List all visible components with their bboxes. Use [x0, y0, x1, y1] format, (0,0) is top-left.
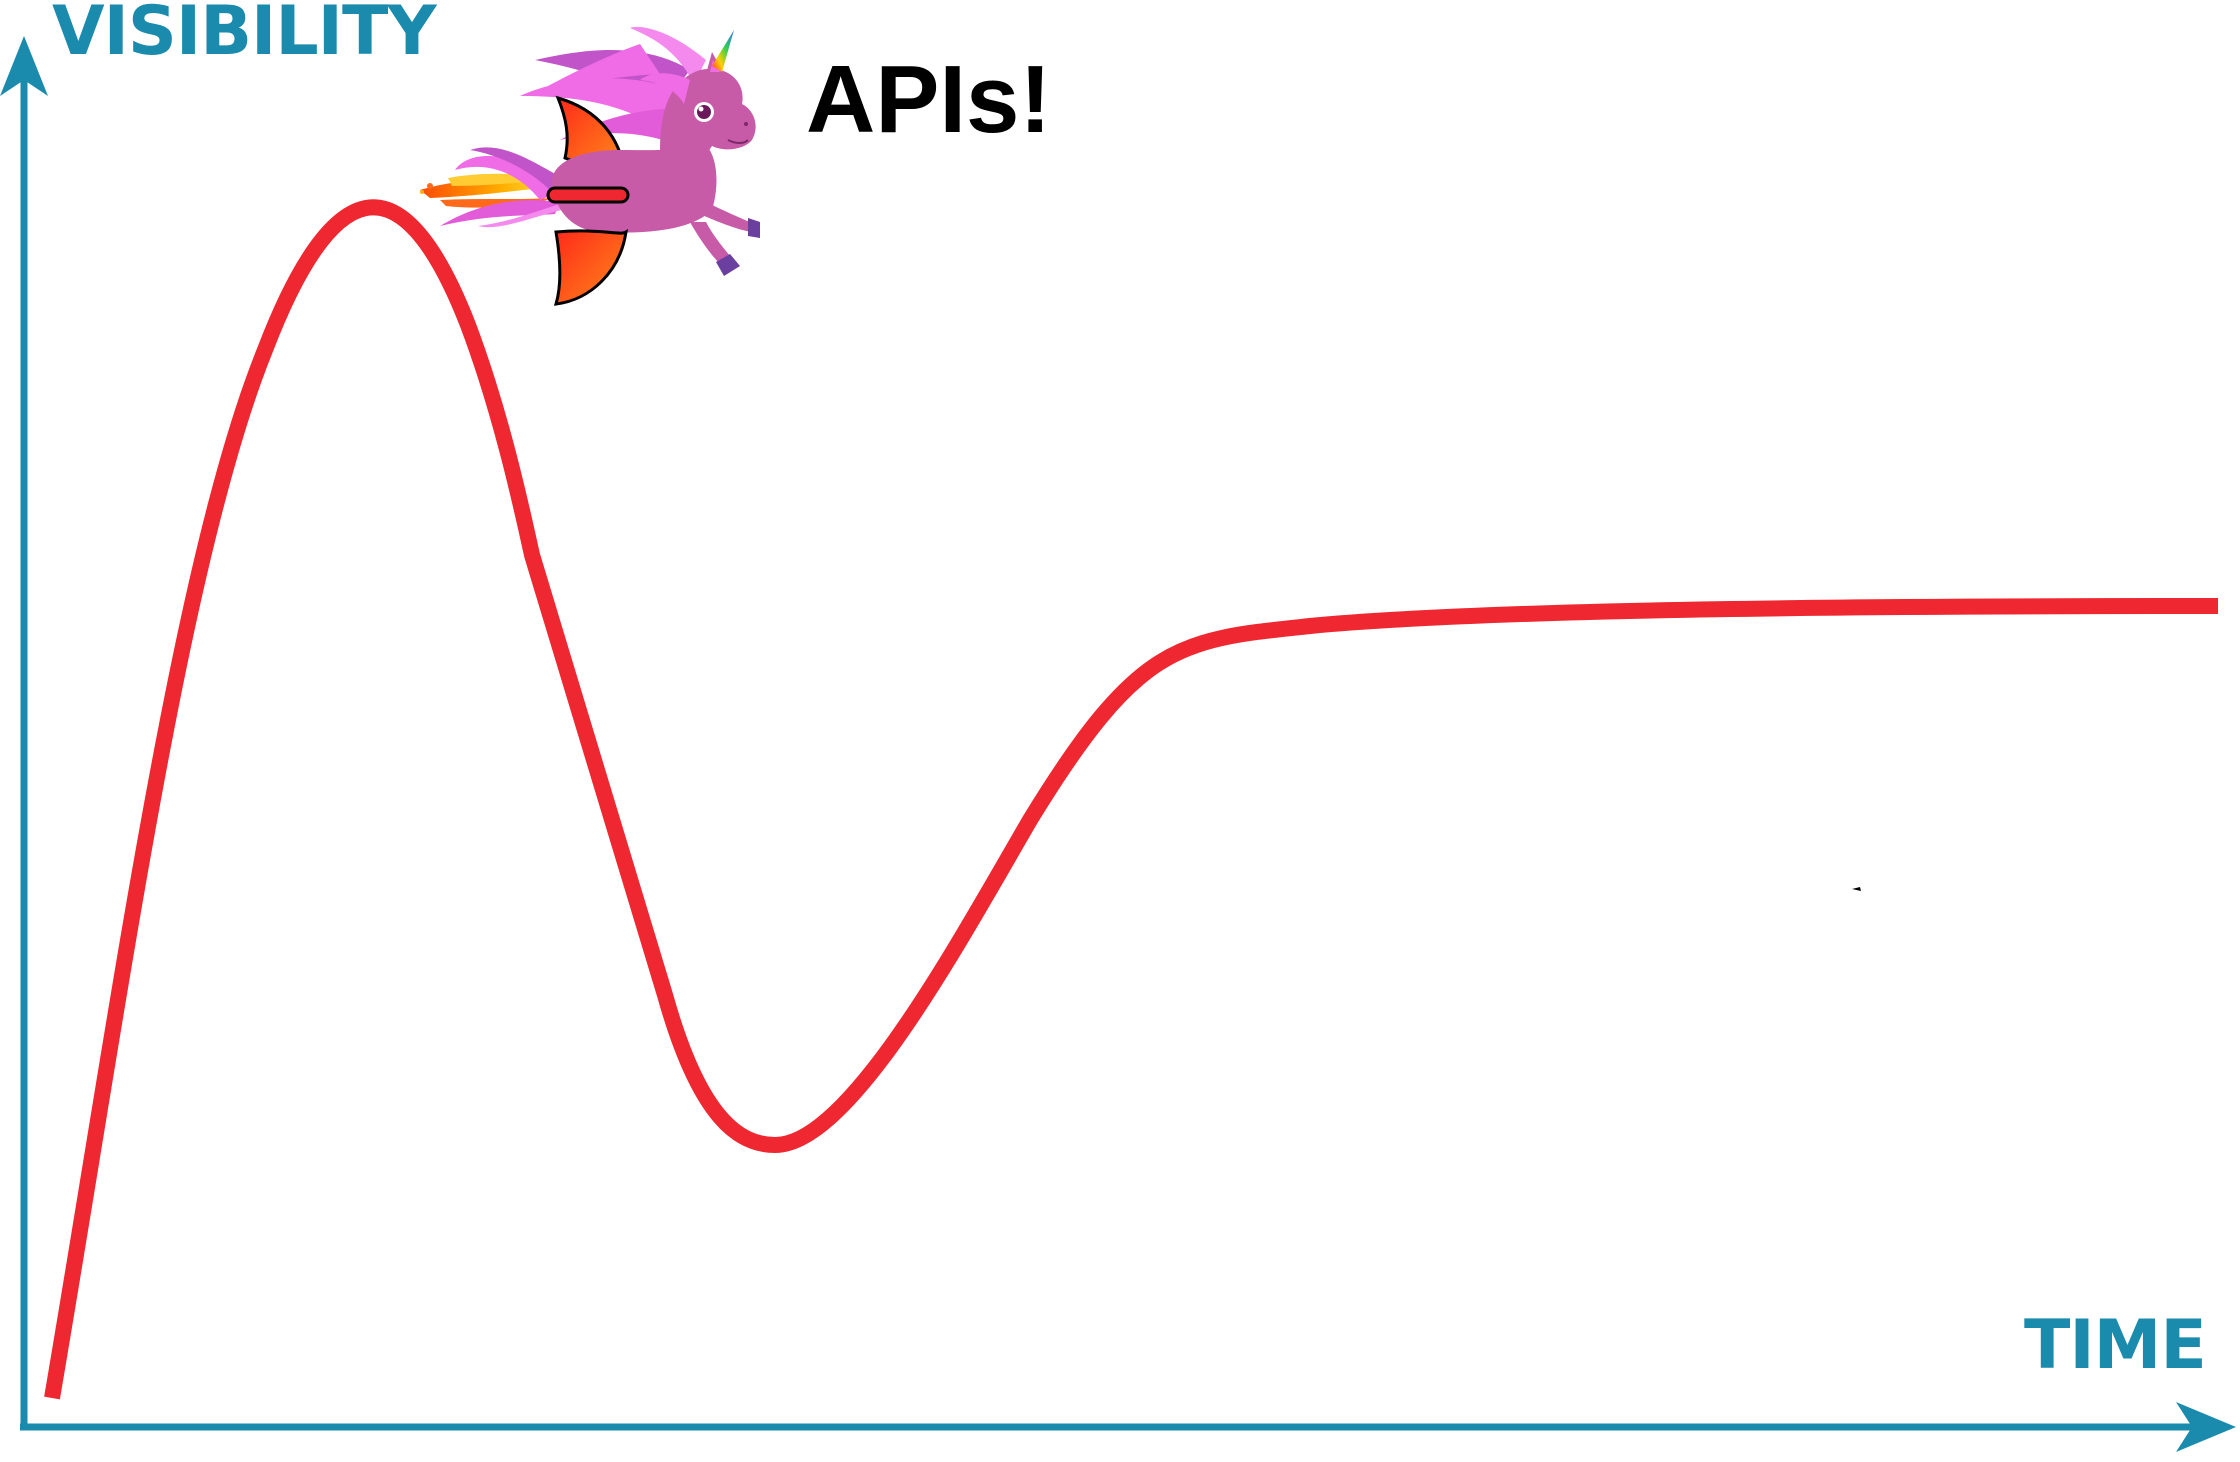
axes	[0, 36, 2236, 1452]
stray-mark	[1852, 887, 1861, 891]
x-axis-arrow	[2176, 1402, 2236, 1452]
hype-curve	[44, 199, 2219, 1400]
rocket-booster	[546, 186, 630, 204]
unicorn-legs	[690, 200, 760, 276]
x-axis-label: TIME	[2024, 1306, 2207, 1385]
flying-unicorn-icon	[420, 26, 760, 306]
unicorn-tail	[440, 147, 570, 228]
y-axis-arrow	[0, 36, 48, 96]
unicorn-horn	[712, 30, 734, 72]
callout-text: APIs!	[806, 46, 1052, 153]
y-axis-label: VISIBILITY	[52, 0, 437, 71]
lower-wing	[553, 228, 628, 306]
